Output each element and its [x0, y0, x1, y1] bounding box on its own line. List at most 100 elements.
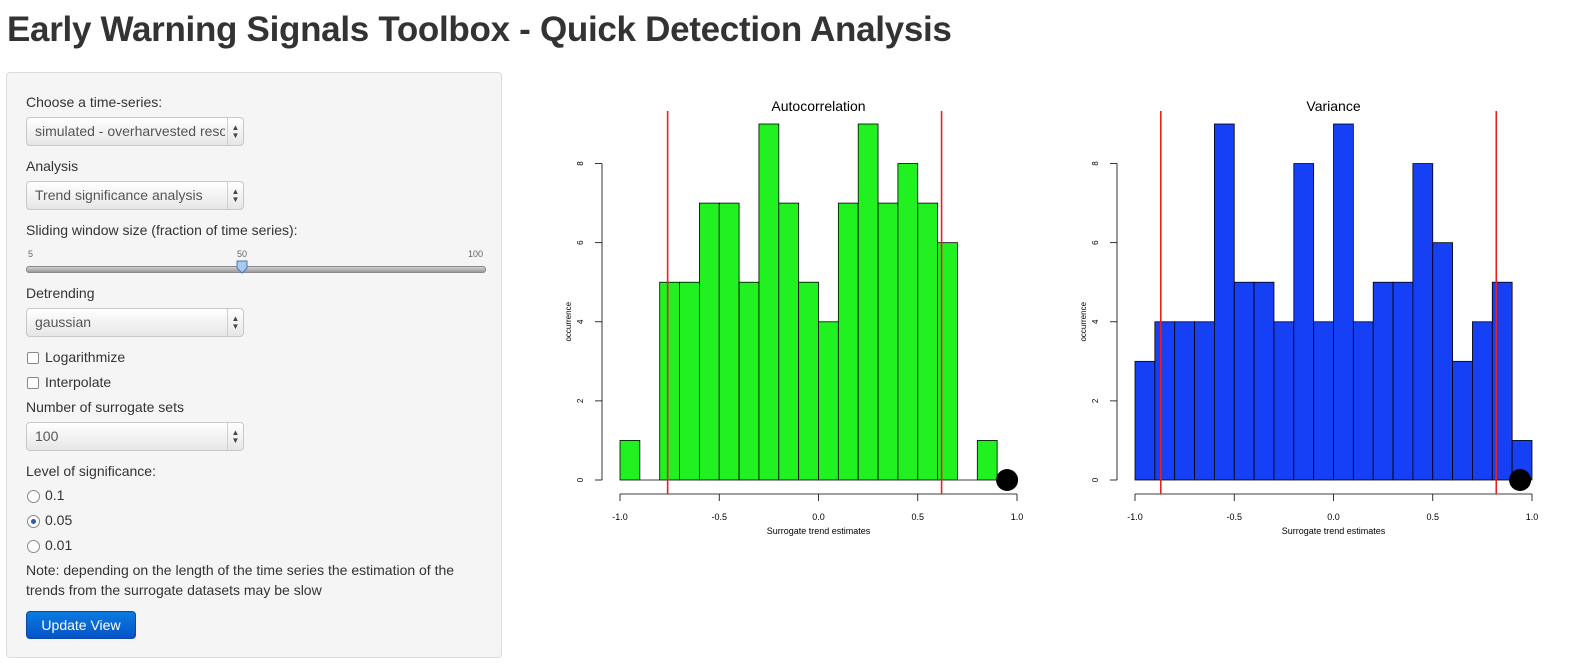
slider-handle[interactable]: [236, 260, 248, 274]
histogram-bar: [897, 163, 919, 481]
timeseries-select[interactable]: simulated - overharvested resource ▲▼: [26, 117, 244, 146]
histogram-bar: [1154, 321, 1176, 481]
histogram-bar: [758, 123, 780, 481]
timeseries-value: simulated - overharvested resource: [35, 123, 225, 139]
analysis-value: Trend significance analysis: [35, 187, 203, 203]
x-tick-label: 0.5: [1426, 512, 1439, 522]
y-tick-label: 6: [576, 240, 585, 245]
histogram-bar: [1174, 321, 1195, 481]
analysis-label: Analysis: [26, 158, 79, 174]
significance-option-label: 0.05: [45, 512, 73, 528]
interpolate-checkbox[interactable]: [27, 377, 39, 389]
y-tick-label: 2: [1091, 398, 1100, 403]
significance-radio-0.01[interactable]: [27, 540, 40, 553]
histogram-bar: [698, 202, 720, 481]
chart-title: Variance: [1306, 98, 1360, 114]
x-axis-label: Surrogate trend estimates: [1282, 526, 1386, 536]
histogram-bar: [1194, 321, 1215, 481]
select-arrows-icon: ▲ ▼: [227, 309, 243, 336]
histogram-bar: [976, 440, 998, 481]
variance-chart: Variance -1.0 -0.5 0.0 0.5 1.0 Surrogate trend…: [1079, 98, 1539, 536]
histogram-bar: [1313, 321, 1334, 481]
timeseries-label: Choose a time-series:: [26, 94, 163, 110]
slider-value-label: 50: [237, 249, 248, 259]
histogram-bar: [1392, 281, 1414, 481]
y-tick-label: 8: [1091, 161, 1100, 166]
y-axis-label: occurrence: [1079, 301, 1088, 341]
histogram-bar: [1293, 163, 1315, 481]
analysis-select[interactable]: Trend significance analysis ▲ ▼: [26, 181, 244, 210]
x-tick-label: 1.0: [1011, 512, 1024, 522]
y-tick-label: 4: [576, 319, 585, 324]
detrending-label: Detrending: [26, 285, 95, 301]
histogram-bar: [1452, 360, 1473, 481]
detrending-select[interactable]: gaussian ▲ ▼: [26, 308, 244, 337]
x-axis-label: Surrogate trend estimates: [767, 526, 871, 536]
histogram-bar: [778, 202, 800, 481]
significance-label: Level of significance:: [26, 463, 156, 479]
window-size-slider[interactable]: [26, 266, 486, 273]
y-tick-label: 0: [1091, 477, 1100, 482]
logarithmize-label: Logarithmize: [45, 349, 126, 365]
x-tick-label: 1.0: [1526, 512, 1539, 522]
histogram-bar: [798, 281, 819, 481]
x-tick-label: 0.0: [1327, 512, 1340, 522]
note-text: Note: depending on the length of the tim…: [26, 562, 455, 598]
histogram-bar: [679, 281, 700, 481]
select-arrows-icon: ▲ ▼: [227, 423, 243, 450]
histogram-bar: [1352, 321, 1374, 481]
histogram-bar: [1213, 123, 1235, 481]
slider-min-label: 5: [28, 249, 34, 259]
window-size-label: Sliding window size (fraction of time se…: [26, 222, 298, 238]
histogram-bar: [937, 242, 958, 481]
y-axis-label: occurrence: [564, 301, 573, 341]
histogram-bar: [917, 202, 939, 481]
histogram-bar: [1432, 242, 1454, 481]
x-tick-label: -0.5: [711, 512, 727, 522]
histogram-bar: [619, 440, 641, 481]
y-tick-label: 6: [1091, 240, 1100, 245]
significance-radio-0.1[interactable]: [27, 490, 40, 503]
observed-trend-point: [1509, 469, 1532, 491]
y-tick-label: 2: [576, 398, 585, 403]
histogram-bar: [718, 202, 740, 481]
sidebar-panel: Choose a time-series: simulated - overha…: [6, 72, 502, 658]
histogram-bar: [1273, 321, 1295, 481]
x-tick-label: 0.0: [812, 512, 825, 522]
histogram-bar: [1372, 281, 1394, 481]
x-tick-label: 0.5: [911, 512, 924, 522]
update-view-button[interactable]: Update View: [26, 611, 136, 639]
histogram-bar: [818, 321, 839, 481]
interpolate-label: Interpolate: [45, 374, 112, 390]
histogram-bar: [1412, 163, 1434, 481]
significance-radio-0.05[interactable]: [27, 515, 40, 528]
surrogates-label: Number of surrogate sets: [26, 399, 184, 415]
x-tick-label: -1.0: [1127, 512, 1143, 522]
histogram-bar: [837, 202, 859, 481]
page-title: Early Warning Signals Toolbox - Quick De…: [7, 10, 952, 49]
histogram-bar: [659, 281, 680, 481]
significance-option-label: 0.01: [45, 537, 73, 553]
y-tick-label: 8: [576, 161, 585, 166]
select-arrows-icon: ▲ ▼: [227, 182, 243, 209]
y-tick-label: 4: [1091, 319, 1100, 324]
histogram-bar: [1253, 281, 1275, 481]
y-tick-label: 0: [576, 477, 585, 482]
histogram-bar: [1333, 123, 1354, 481]
histogram-bar: [1134, 360, 1156, 481]
significance-option-label: 0.1: [45, 487, 65, 503]
autocorrelation-chart: Autocorrelation -1.0 -0.5 0.0 0.5 1.0 Surrogat…: [564, 98, 1024, 536]
x-tick-label: -1.0: [612, 512, 628, 522]
slider-max-label: 100: [468, 249, 484, 259]
detrending-value: gaussian: [35, 314, 92, 330]
histogram-bar: [1233, 281, 1255, 481]
select-arrows-icon: ▲ ▼: [227, 118, 243, 145]
chart-title: Autocorrelation: [771, 98, 865, 114]
histogram-bar: [1491, 281, 1513, 481]
surrogates-select[interactable]: 100 ▲ ▼: [26, 422, 244, 451]
histogram-bar: [857, 123, 879, 481]
observed-trend-point: [996, 469, 1019, 491]
histogram-bar: [738, 281, 760, 481]
logarithmize-checkbox[interactable]: [27, 352, 39, 364]
surrogates-value: 100: [35, 428, 59, 444]
